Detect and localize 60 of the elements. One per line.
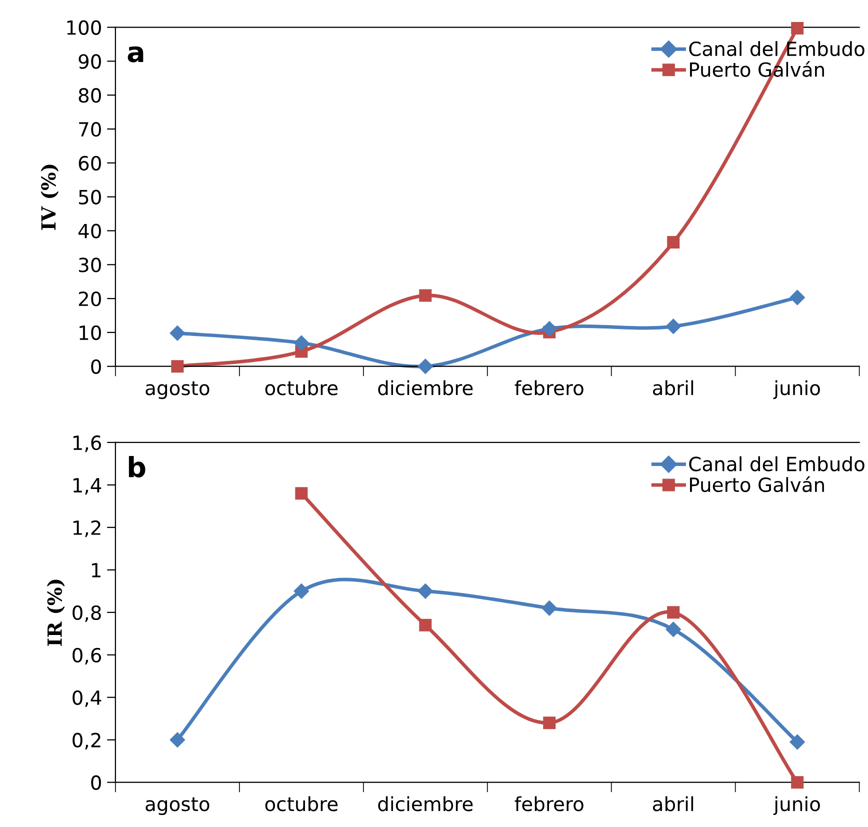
legend-label: Canal del Embudo: [689, 456, 864, 472]
y-tick-label: 0: [91, 775, 101, 790]
point: [666, 622, 681, 637]
x-tick-label: febrero: [514, 796, 584, 812]
x-tick-label: abril: [652, 796, 694, 812]
point: [542, 321, 557, 336]
y-tick-label: 0,8: [72, 605, 101, 622]
point: [666, 318, 681, 334]
x-tick-label: octubre: [265, 380, 338, 396]
point: [790, 290, 805, 306]
x-tick-label: junio: [773, 796, 820, 816]
point: [294, 335, 309, 351]
legend-label: Puerto Galván: [690, 476, 824, 492]
y-tick-label: 1,6: [73, 435, 102, 452]
point: [790, 734, 805, 750]
y-tick-label: 0: [91, 359, 101, 374]
y-tick-label: 1,2: [73, 520, 100, 538]
y-tick-label: 20: [78, 292, 101, 306]
x-tick-label: agosto: [146, 381, 210, 400]
point: [418, 358, 433, 374]
x-tick-label: diciembre: [378, 796, 473, 812]
y-tick-label: 10: [80, 325, 101, 340]
x-tick-label: junio: [773, 380, 820, 400]
point: [667, 236, 680, 249]
y-tick-label: 0,4: [72, 690, 102, 708]
y-tick-label: 0,2: [72, 732, 100, 750]
y-tick-label: 30: [78, 258, 101, 272]
point: [170, 732, 186, 748]
annotation: a: [128, 46, 144, 62]
point: [295, 487, 308, 500]
y-tick-label: 100: [67, 20, 101, 35]
x-tick-label: abril: [652, 380, 694, 396]
point: [543, 716, 556, 730]
y-tick-label: 50: [79, 190, 101, 204]
point: [419, 618, 432, 632]
y-tick-label: 1,4: [73, 478, 102, 495]
x-tick-label: octubre: [265, 796, 338, 812]
y-tick-label: 1: [92, 563, 100, 578]
x-tick-label: febrero: [514, 380, 584, 396]
point: [294, 584, 309, 599]
point: [418, 584, 433, 599]
annotation: b: [128, 456, 146, 478]
point: [667, 606, 680, 619]
y-axis-title: IR (%): [46, 580, 65, 646]
legend-label: Canal del Embudo: [689, 41, 864, 56]
y-tick-label: 80: [78, 88, 101, 103]
y-tick-label: 40: [78, 224, 101, 238]
y-axis-title: IV (%): [40, 164, 59, 230]
y-tick-label: 70: [79, 122, 101, 137]
x-tick-label: agosto: [146, 797, 210, 816]
point: [791, 776, 804, 789]
point: [542, 600, 557, 616]
x-tick-label: diciembre: [378, 380, 473, 396]
y-tick-label: 60: [78, 156, 101, 171]
point: [419, 289, 432, 302]
y-tick-label: 0,6: [72, 648, 102, 665]
point: [791, 22, 804, 35]
point: [171, 360, 184, 373]
y-tick-label: 90: [78, 54, 101, 69]
point: [170, 326, 186, 341]
